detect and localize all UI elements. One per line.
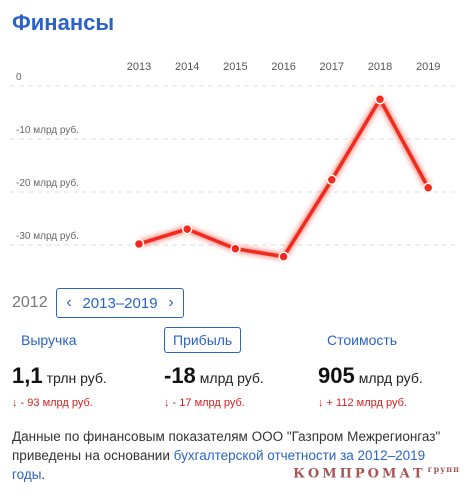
metric-revenue: Выручка 1,1 трлн руб. ↓ - 93 млрд руб. [12,327,107,409]
footer-text: Данные по финансовым показателям ООО "Га… [12,429,441,463]
year-range-label: 2013–2019 [82,294,158,312]
metrics-panel: Выручка 1,1 трлн руб. ↓ - 93 млрд руб. Пр… [0,327,468,412]
data-point [422,182,434,194]
x-tick-label: 2013 [127,61,151,73]
revenue-unit: трлн руб. [46,370,107,386]
metric-profit: Прибыль -18 млрд руб. ↓ - 17 млрд руб. [164,327,264,409]
value-amount: 905 [318,363,355,388]
value-unit: млрд руб. [358,370,423,386]
x-tick-label: 2015 [223,61,247,73]
profit-unit: млрд руб. [199,370,264,386]
start-year[interactable]: 2012 [12,294,48,311]
y-tick-label: -30 млрд руб. [16,230,79,242]
revenue-delta: ↓ - 93 млрд руб. [12,397,93,409]
x-tick-label: 2018 [368,61,392,73]
profit-line-chart: 2013 2014 2015 2016 2017 2018 2019 0 -10 млрд р… [10,61,455,262]
watermark-logo: КОМПРОМАТ групп [293,463,460,481]
value-delta: ↓ + 112 млрд руб. [318,397,407,409]
profit-delta: ↓ - 17 млрд руб. [164,397,245,409]
x-tick-label: 2014 [175,61,199,73]
data-point [326,174,338,186]
footer-text-end: . [41,467,46,482]
series-line [138,97,430,259]
next-range-icon[interactable]: › [168,294,174,311]
year-navigator: 2012 ‹ 2013–2019 › [12,287,184,319]
x-tick-label: 2017 [320,61,344,73]
revenue-value: 1,1 [12,363,43,388]
section-title: Финансы [12,10,115,35]
x-tick-label: 2016 [271,61,295,73]
metric-value: Стоимость 905 млрд руб. ↓ + 112 млрд руб. [318,327,423,409]
tab-value[interactable]: Стоимость [327,332,398,348]
data-point [133,238,145,250]
data-point [181,223,193,235]
data-point [374,94,386,105]
y-tick-label: 0 [16,72,22,83]
y-tick-label: -20 млрд руб. [16,177,79,189]
year-range-selector[interactable]: ‹ 2013–2019 › [56,288,184,318]
accounting-report-link[interactable]: бухгалтерской отчетности за 2012–2019 го… [12,448,426,482]
tab-revenue[interactable]: Выручка [21,332,77,348]
tab-profit[interactable]: Прибыль [164,327,242,353]
y-tick-label: -10 млрд руб. [16,124,79,136]
x-tick-label: 2019 [416,61,440,73]
data-point [230,243,241,254]
prev-range-icon[interactable]: ‹ [66,294,72,311]
profit-value: -18 [164,363,196,388]
data-source-note: Данные по финансовым показателям ООО "Га… [12,427,458,484]
data-point [278,251,289,262]
